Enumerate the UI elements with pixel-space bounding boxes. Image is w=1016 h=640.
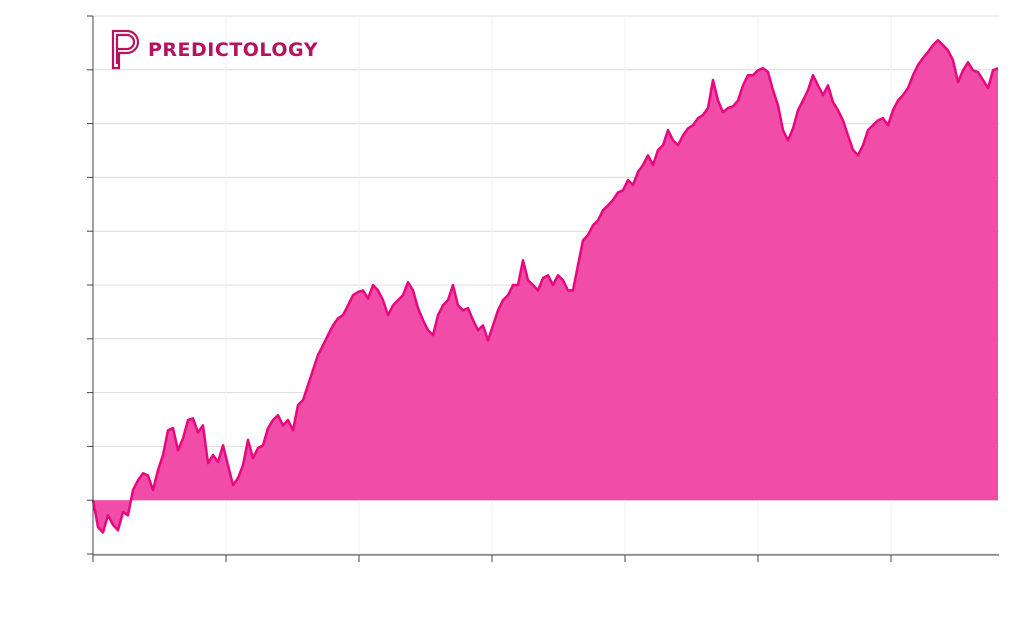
- logo-icon: [111, 29, 140, 70]
- logo: PREDICTOLOGY: [111, 29, 318, 70]
- area: [93, 40, 998, 533]
- line: [91, 38, 999, 534]
- logo-text: PREDICTOLOGY: [148, 39, 318, 61]
